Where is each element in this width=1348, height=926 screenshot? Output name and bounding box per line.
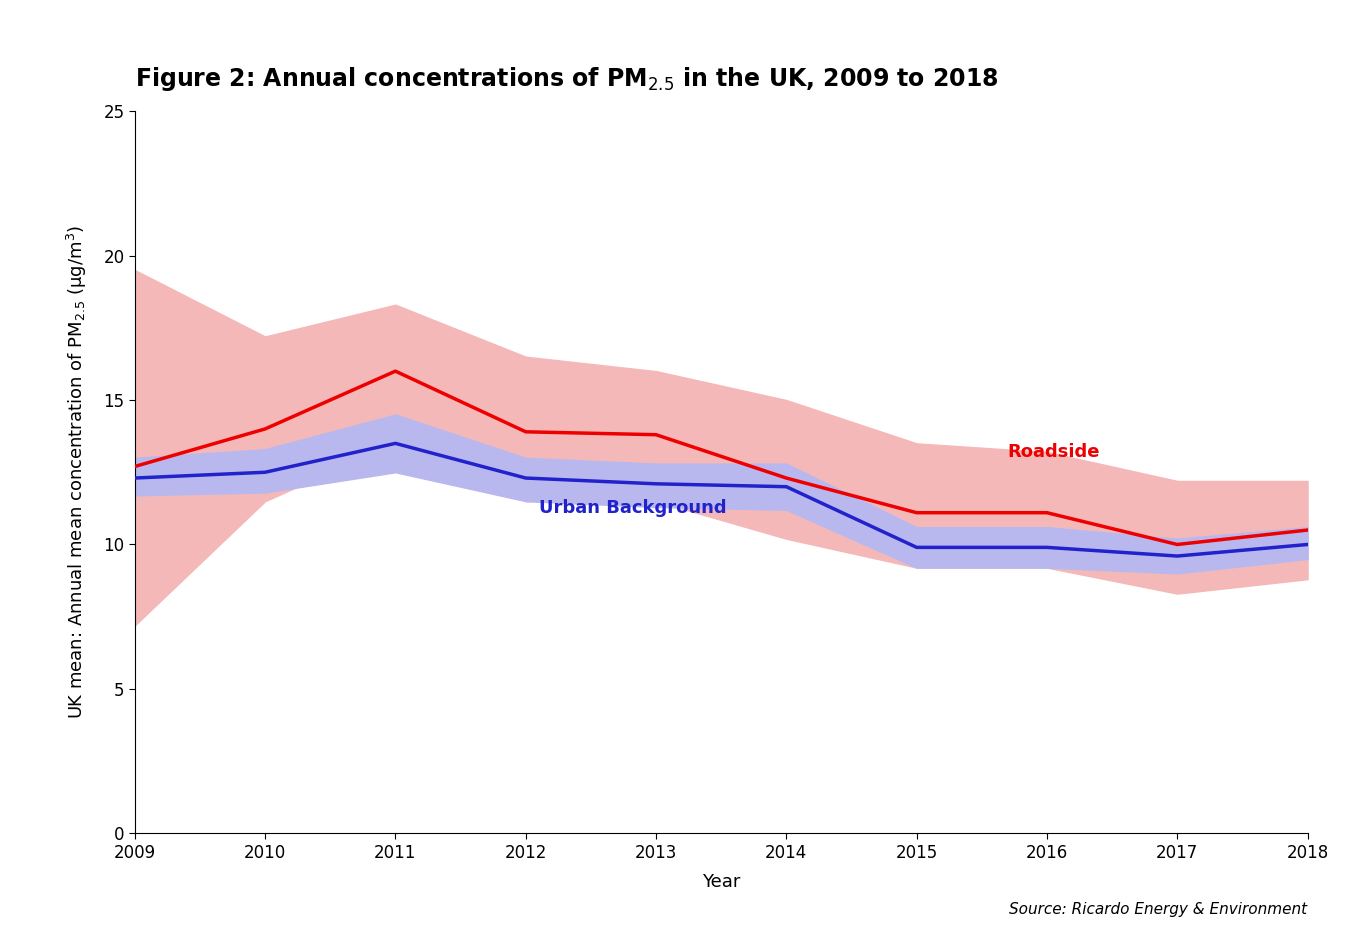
Text: Roadside: Roadside xyxy=(1008,443,1100,461)
Text: Source: Ricardo Energy & Environment: Source: Ricardo Energy & Environment xyxy=(1010,902,1308,917)
Y-axis label: UK mean: Annual mean concentration of PM$_{2.5}$ (μg/m$^3$): UK mean: Annual mean concentration of PM… xyxy=(65,225,89,720)
Text: Figure 2: Annual concentrations of PM$_{2.5}$ in the UK, 2009 to 2018: Figure 2: Annual concentrations of PM$_{… xyxy=(135,65,999,94)
X-axis label: Year: Year xyxy=(702,873,740,891)
Text: Urban Background: Urban Background xyxy=(539,499,727,518)
